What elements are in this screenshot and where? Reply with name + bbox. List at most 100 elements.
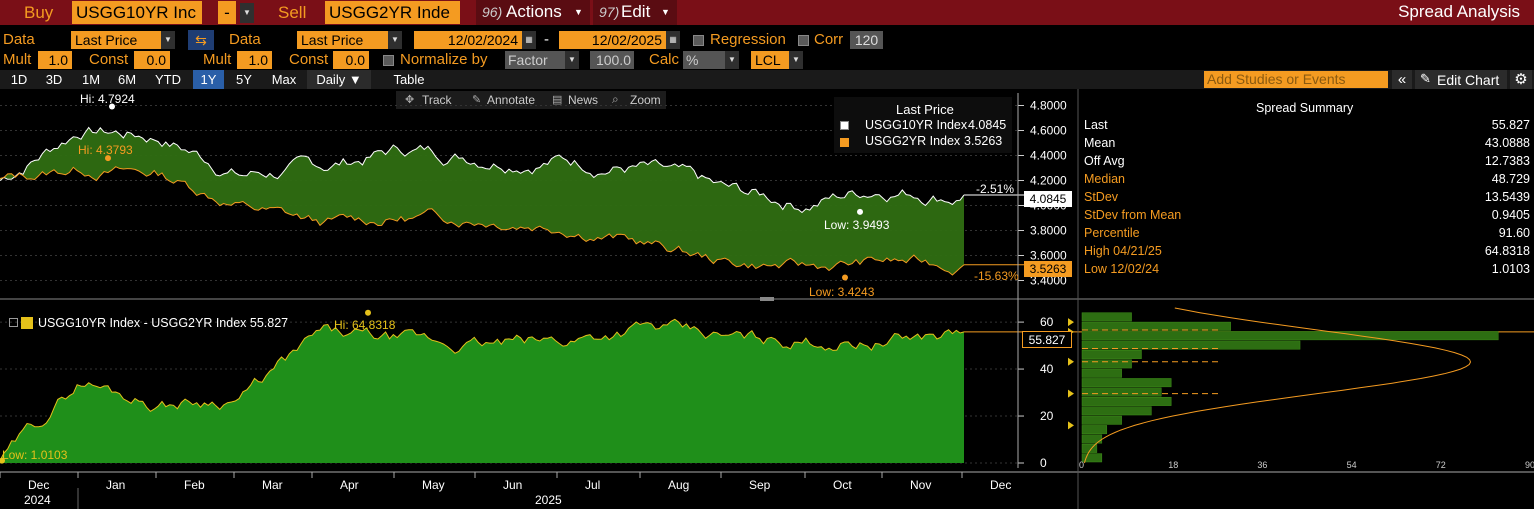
annotate-icon[interactable]: ✎ bbox=[472, 94, 482, 106]
y-tick-label: 4.6000 bbox=[1030, 124, 1067, 138]
x-month-label: Oct bbox=[833, 478, 852, 492]
sell-security-input[interactable]: USGG2YR Inde bbox=[325, 1, 460, 24]
news-icon[interactable]: ▤ bbox=[552, 94, 563, 106]
calc-dropdown-icon[interactable]: ▼ bbox=[725, 51, 739, 69]
range-1y-button[interactable]: 1Y bbox=[193, 70, 224, 89]
edit-chart-button[interactable]: ✎ Edit Chart bbox=[1415, 70, 1507, 89]
annotate-button[interactable]: Annotate bbox=[487, 93, 536, 107]
x-month-label: Sep bbox=[749, 478, 771, 492]
range-1d-button[interactable]: 1D bbox=[10, 72, 28, 87]
swap-icon[interactable]: ⇆ bbox=[188, 30, 214, 50]
range-5y-button[interactable]: 5Y bbox=[236, 72, 252, 87]
const2-input[interactable]: 0.0 bbox=[333, 51, 369, 69]
pct1-annotation: -2.51% bbox=[976, 182, 1015, 196]
spread-legend-label: USGG10YR Index - USGG2YR Index 55.827 bbox=[38, 316, 289, 330]
data1-label: Data bbox=[3, 31, 35, 48]
end-calendar-icon[interactable]: ▦ bbox=[666, 31, 680, 49]
range-ytd-button[interactable]: YTD bbox=[155, 72, 181, 87]
start-date-input[interactable]: 12/02/2024 bbox=[414, 31, 522, 49]
histogram-bar bbox=[1081, 378, 1172, 388]
calc-select[interactable]: % bbox=[683, 51, 725, 69]
buy-security-input[interactable]: USGG10YR Inc bbox=[72, 1, 202, 24]
spread-hi-marker bbox=[365, 309, 371, 316]
const1-input[interactable]: 0.0 bbox=[134, 51, 170, 69]
range-3d-button[interactable]: 3D bbox=[45, 72, 63, 87]
x-month-label: Dec bbox=[28, 478, 50, 492]
summary-key: StDev from Mean bbox=[1084, 208, 1182, 222]
track-icon[interactable]: ✥ bbox=[405, 94, 415, 106]
date-separator: - bbox=[544, 31, 549, 48]
mult1-label: Mult bbox=[3, 51, 32, 68]
histogram-bar bbox=[1081, 406, 1152, 416]
range-toolbar bbox=[0, 70, 1534, 89]
low1-marker bbox=[857, 208, 863, 215]
histogram-bar bbox=[1081, 331, 1499, 341]
mult2-input[interactable]: 1.0 bbox=[237, 51, 272, 69]
lcl-dropdown-icon[interactable]: ▼ bbox=[789, 51, 803, 69]
zoom-button[interactable]: Zoom bbox=[630, 93, 661, 107]
data1-dropdown-icon[interactable]: ▼ bbox=[161, 31, 175, 49]
data1-select[interactable]: Last Price bbox=[71, 31, 161, 49]
spread-last-tag: 55.827 bbox=[1022, 331, 1072, 348]
spread-low-marker bbox=[0, 457, 5, 464]
range-1m-button[interactable]: 1M bbox=[81, 72, 101, 87]
summary-key: Off Avg bbox=[1084, 154, 1125, 168]
collapse-icon[interactable]: « bbox=[1392, 70, 1412, 89]
actions-menu-button[interactable]: 96) Actions ▼ bbox=[476, 0, 590, 25]
summary-value: 55.827 bbox=[1491, 118, 1530, 132]
zoom-icon[interactable]: ⌕ bbox=[612, 92, 619, 106]
corr-period-input[interactable]: 120 bbox=[850, 31, 883, 49]
hi2-marker bbox=[105, 155, 111, 162]
table-button[interactable]: Table bbox=[393, 72, 425, 87]
series1-value: 4.0845 bbox=[968, 118, 1007, 132]
x-month-label: May bbox=[422, 478, 445, 492]
normalize-dropdown-icon[interactable]: ▼ bbox=[565, 51, 579, 69]
range-6m-button[interactable]: 6M bbox=[117, 72, 137, 87]
normalize-label: Normalize by bbox=[400, 51, 488, 68]
chart-tools-bar bbox=[396, 91, 666, 109]
mult1-input[interactable]: 1.0 bbox=[38, 51, 72, 69]
summary-title: Spread Summary bbox=[1256, 101, 1354, 115]
histogram-bar bbox=[1081, 425, 1108, 435]
factor-input[interactable]: 100.0 bbox=[590, 51, 634, 69]
operator-dropdown-icon[interactable]: ▼ bbox=[240, 3, 254, 23]
corr-checkbox[interactable] bbox=[798, 35, 809, 46]
period-select[interactable]: Daily ▼ bbox=[307, 70, 371, 89]
track-button[interactable]: Track bbox=[422, 93, 452, 107]
series1-swatch bbox=[840, 121, 849, 130]
top-bar bbox=[0, 0, 1534, 25]
normalize-checkbox[interactable] bbox=[383, 55, 394, 66]
edit-menu-button[interactable]: 97) Edit ▼ bbox=[593, 0, 677, 25]
hi2-annotation: Hi: 4.3793 bbox=[78, 143, 133, 157]
spread-legend-expand-icon[interactable] bbox=[9, 318, 18, 327]
summary-row: StDev 13.5439 bbox=[1084, 190, 1530, 208]
x-month-label: Feb bbox=[184, 478, 205, 492]
y-tick-label: 3.6000 bbox=[1030, 249, 1067, 263]
gear-icon[interactable]: ⚙ bbox=[1510, 70, 1532, 89]
regression-checkbox[interactable] bbox=[693, 35, 704, 46]
summary-value: 64.8318 bbox=[1484, 244, 1530, 258]
edit-label: Edit bbox=[621, 2, 651, 21]
start-calendar-icon[interactable]: ▦ bbox=[522, 31, 536, 49]
histogram-bar bbox=[1081, 453, 1103, 463]
spread-chart[interactable]: 4.80004.60004.40004.20004.00003.80003.60… bbox=[0, 89, 1534, 509]
end-date-input[interactable]: 12/02/2025 bbox=[559, 31, 666, 49]
low2-annotation: Low: 3.4243 bbox=[809, 285, 875, 299]
normalize-select[interactable]: Factor bbox=[505, 51, 565, 69]
lcl-select[interactable]: LCL bbox=[751, 51, 789, 69]
spread-operator-select[interactable]: - bbox=[218, 1, 236, 24]
edit-caret-icon: ▼ bbox=[661, 7, 670, 17]
const1-label: Const bbox=[89, 51, 129, 68]
x-month-label: Mar bbox=[262, 478, 283, 492]
add-studies-input[interactable]: Add Studies or Events bbox=[1204, 71, 1388, 88]
range-max-button[interactable]: Max bbox=[271, 72, 297, 87]
stat-marker bbox=[1068, 357, 1074, 366]
data2-select[interactable]: Last Price bbox=[297, 31, 388, 49]
x-month-label: Apr bbox=[340, 478, 359, 492]
summary-row: Last 55.827 bbox=[1084, 118, 1530, 136]
summary-key: StDev bbox=[1084, 190, 1119, 204]
regression-label: Regression bbox=[710, 31, 786, 48]
news-button[interactable]: News bbox=[568, 93, 599, 107]
data2-dropdown-icon[interactable]: ▼ bbox=[388, 31, 402, 49]
summary-value: 48.729 bbox=[1491, 172, 1530, 186]
